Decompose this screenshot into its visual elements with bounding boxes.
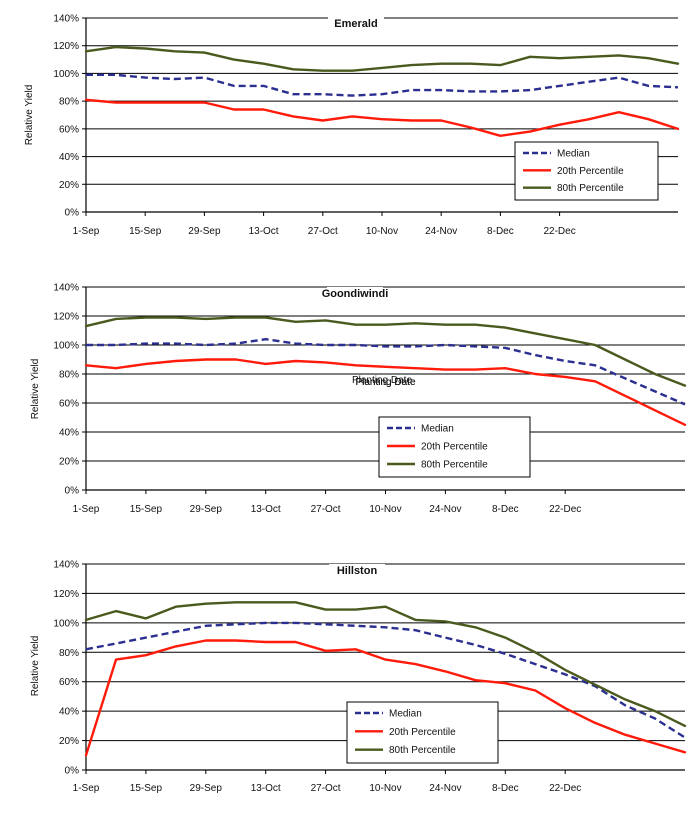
y-tick-label: 80% [59, 370, 79, 381]
x-tick-label: 29-Sep [190, 783, 223, 794]
y-tick-label: 100% [53, 69, 79, 80]
legend: Median 20th Percentile 80th Percentile [378, 416, 531, 478]
y-tick-label: 120% [53, 312, 79, 323]
y-tick-label: 20% [59, 180, 79, 191]
x-tick-label: 13-Oct [251, 504, 281, 515]
x-tick-label: 29-Sep [190, 504, 223, 515]
y-tick-label: 0% [65, 208, 80, 219]
y-axis-label: Relative Yield [30, 359, 41, 420]
series-line-p80 [84, 316, 687, 387]
legend: Median 20th Percentile 80th Percentile [514, 141, 659, 201]
x-tick-label: 1-Sep [73, 226, 100, 237]
chart-title: Hillston [337, 565, 378, 577]
x-tick-label: 27-Oct [311, 504, 341, 515]
legend-label: 80th Percentile [557, 183, 624, 194]
chart-panel-hillston: 0% 20% 40% 60% 80% 100% 120% 140% 1-Sep 15-Sep 29-… [30, 377, 687, 794]
x-tick-label: 13-Oct [251, 783, 281, 794]
y-tick-label: 140% [53, 14, 79, 25]
series-line-median [86, 338, 686, 406]
x-tick-label: 8-Dec [487, 226, 514, 237]
y-tick-label: 120% [53, 589, 79, 600]
x-tick-label: 24-Nov [425, 226, 457, 237]
y-tick-label: 0% [65, 486, 80, 497]
x-tick-label: 1-Sep [73, 783, 100, 794]
legend-label: 20th Percentile [389, 727, 456, 738]
y-tick-label: 60% [59, 399, 79, 410]
series-line-p20 [84, 98, 680, 138]
x-tick-label: 27-Oct [308, 226, 338, 237]
y-tick-label: 20% [59, 736, 79, 747]
x-tick-label: 10-Nov [369, 504, 401, 515]
x-tick-label: 15-Sep [130, 504, 163, 515]
x-tick-label: 8-Dec [492, 504, 519, 515]
x-tick-label: 27-Oct [311, 783, 341, 794]
x-axis-label: Planting Date [355, 377, 415, 388]
legend-label: 20th Percentile [557, 166, 624, 177]
x-tick-label: 8-Dec [492, 783, 519, 794]
y-tick-label: 120% [53, 41, 79, 52]
legend-label: Median [421, 424, 454, 435]
x-tick-label: 24-Nov [429, 504, 461, 515]
chart-panel-emerald: 0% 20% 40% 60% 80% 100% 120% 140% 1-Sep 15-Sep 29-… [24, 14, 680, 386]
x-tick-label: 15-Sep [129, 226, 162, 237]
y-tick-label: 100% [53, 618, 79, 629]
y-tick-label: 60% [59, 677, 79, 688]
series-line-median [86, 73, 679, 97]
series-line-median [85, 621, 686, 739]
y-tick-label: 40% [59, 428, 79, 439]
y-tick-label: 80% [59, 648, 79, 659]
x-tick-label: 15-Sep [130, 783, 163, 794]
series-line-p80 [84, 601, 687, 728]
legend-label: 80th Percentile [389, 745, 456, 756]
x-axis-label: Planting Date [355, 377, 415, 388]
y-tick-label: 20% [59, 457, 79, 468]
y-tick-label: 80% [59, 97, 79, 108]
x-tick-label: 22-Dec [543, 226, 575, 237]
series-line-p80 [84, 45, 680, 72]
y-tick-label: 0% [65, 766, 80, 777]
legend-label: 20th Percentile [421, 442, 488, 453]
x-tick-label: 24-Nov [429, 783, 461, 794]
y-tick-label: 140% [53, 560, 79, 571]
title-backing [328, 17, 384, 30]
legend-label: 80th Percentile [421, 460, 488, 471]
y-tick-label: 140% [53, 283, 79, 294]
x-tick-label: 10-Nov [366, 226, 398, 237]
legend: Median 20th Percentile 80th Percentile [346, 701, 499, 764]
x-tick-label: 22-Dec [549, 504, 581, 515]
chart-title: Goondiwindi [322, 288, 389, 300]
chart-title: Emerald [334, 18, 377, 30]
x-tick-label: 10-Nov [369, 783, 401, 794]
series-line-p20 [84, 639, 687, 757]
y-tick-label: 100% [53, 341, 79, 352]
y-tick-label: 40% [59, 707, 79, 718]
x-tick-label: 29-Sep [188, 226, 221, 237]
y-tick-label: 40% [59, 152, 79, 163]
x-tick-label: 13-Oct [249, 226, 279, 237]
x-tick-label: 22-Dec [549, 783, 581, 794]
x-tick-label: 1-Sep [73, 504, 100, 515]
title-backing [327, 287, 383, 300]
x-axis-label: Planting Date [352, 375, 412, 386]
legend-label: Median [557, 149, 590, 160]
y-tick-label: 60% [59, 124, 79, 135]
series-line-p20 [84, 358, 687, 426]
legend-label: Median [389, 709, 422, 720]
y-axis-label: Relative Yield [30, 636, 41, 697]
chart-panel-goondiwindi: 0% 20% 40% 60% 80% 100% 120% 140% 1-Sep 15-Sep 29-… [30, 283, 687, 515]
title-backing [329, 564, 385, 577]
y-axis-label: Relative Yield [24, 85, 35, 146]
